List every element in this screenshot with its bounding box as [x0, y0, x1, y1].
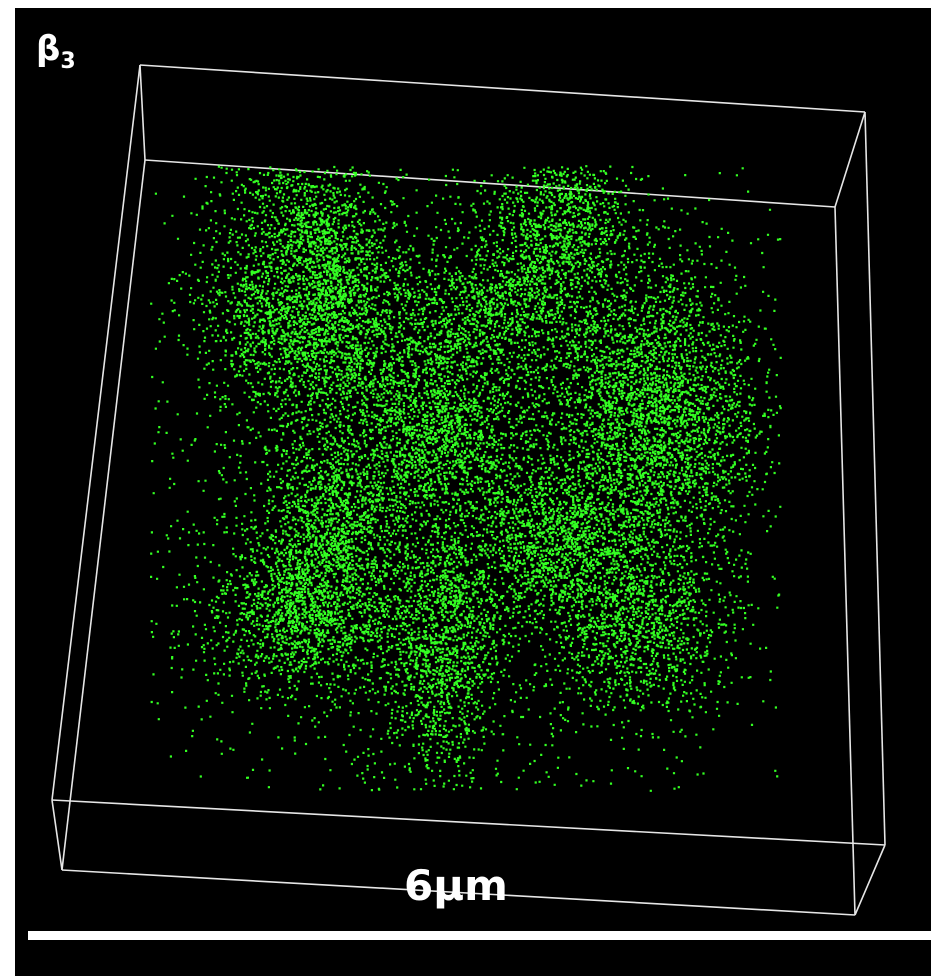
label-base: β [36, 29, 60, 69]
page: β3 6μm (() => { const data = JSON.parse(… [0, 0, 931, 976]
scale-bar [28, 931, 931, 940]
label-subscript: 3 [60, 49, 75, 74]
image: β3 6μm [0, 0, 931, 976]
scale-bar-label: 6μm [404, 861, 508, 910]
